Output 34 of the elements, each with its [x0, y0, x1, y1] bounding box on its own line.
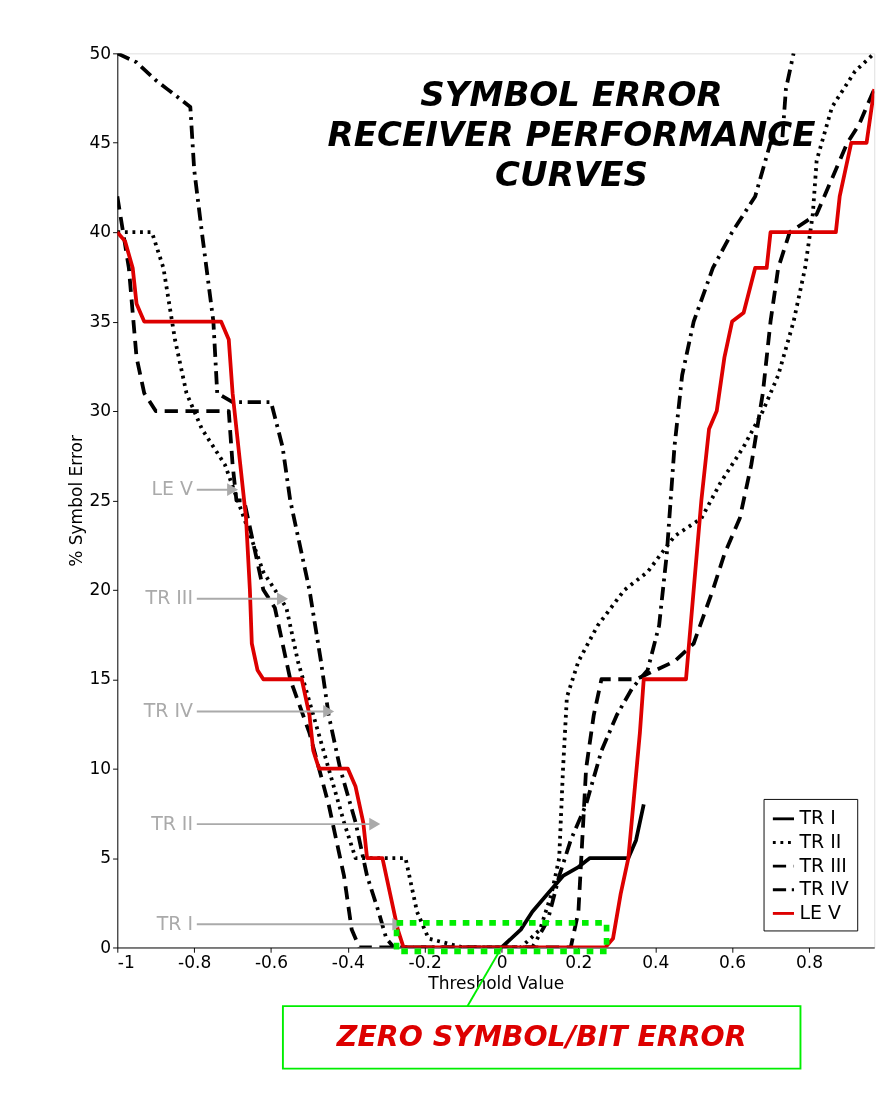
y-tick-label: 35	[89, 310, 112, 331]
annotation: TR II	[150, 811, 194, 834]
y-tick-label: 15	[89, 668, 112, 689]
x-tick-label: 0.6	[719, 951, 747, 972]
x-tick-label: -0.8	[178, 951, 212, 972]
legend-label: LE V	[799, 901, 842, 924]
annotation: TR I	[155, 911, 194, 934]
legend-label: TR IV	[798, 877, 849, 900]
x-tick-label: -1	[117, 951, 135, 972]
y-tick-label: 25	[89, 489, 112, 510]
x-tick-label: 0.2	[565, 951, 593, 972]
y-tick-label: 45	[89, 131, 112, 152]
annotation: TR IV	[142, 699, 194, 722]
x-tick-label: 0.4	[642, 951, 670, 972]
legend-label: TR III	[798, 853, 847, 876]
x-tick-label: 0	[496, 951, 508, 972]
legend-label: TR II	[798, 830, 842, 853]
y-tick-label: 50	[89, 42, 112, 63]
annotation: TR III	[144, 586, 194, 609]
text: SYMBOL ERROR RECEIVER PERFORMANCE CURVES	[327, 74, 816, 194]
legend-label: TR I	[798, 806, 836, 829]
y-tick-label: 0	[100, 936, 112, 957]
y-axis-title: % Symbol Error	[65, 434, 86, 567]
y-tick-label: 40	[89, 221, 112, 242]
x-tick-label: -0.2	[408, 951, 442, 972]
y-tick-label: 20	[89, 579, 112, 600]
annotation: ZERO SYMBOL/BIT ERROR	[335, 1019, 747, 1053]
y-tick-label: 5	[100, 847, 112, 868]
y-tick-label: 10	[89, 757, 112, 778]
x-tick-label: 0.8	[795, 951, 823, 972]
annotation: LE V	[151, 477, 194, 500]
y-tick-label: 30	[89, 400, 112, 421]
x-tick-label: -0.4	[331, 951, 365, 972]
x-tick-label: -0.6	[254, 951, 289, 972]
